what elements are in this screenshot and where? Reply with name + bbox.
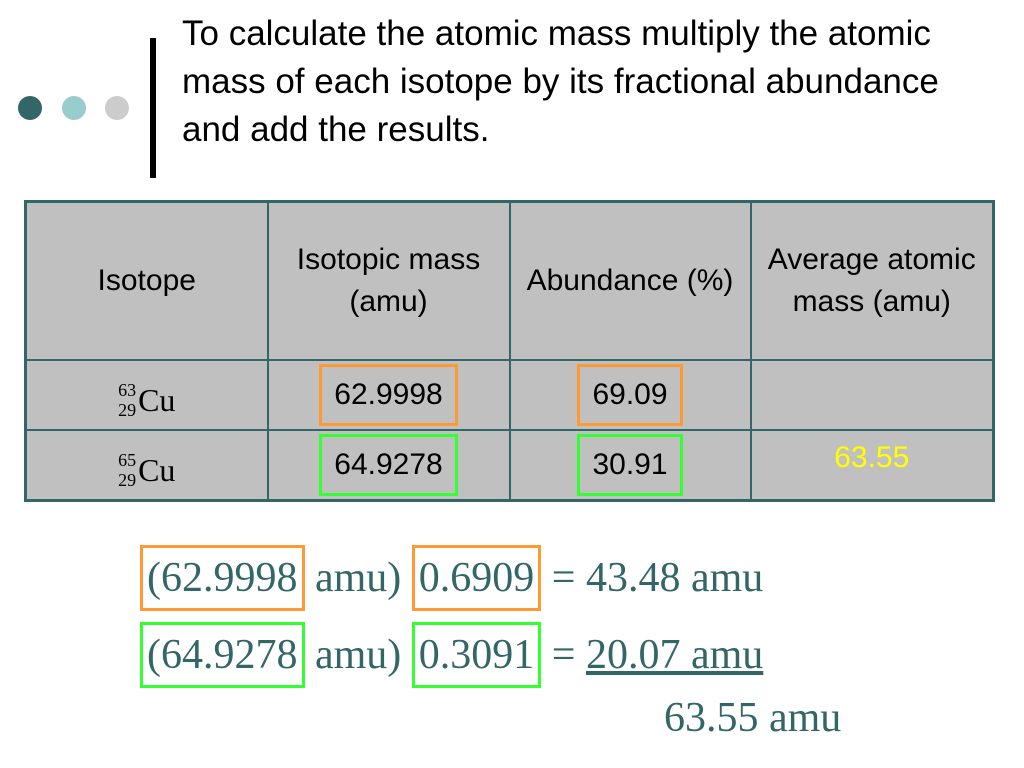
equals-sign: = bbox=[551, 632, 576, 678]
sum-total: 63.55 amu bbox=[664, 695, 842, 741]
nuclide-symbol: 65 29 Cu bbox=[118, 450, 175, 490]
table-row: 63 29 Cu 62.9998 69.09 bbox=[24, 359, 995, 431]
header-isotope: Isotope bbox=[24, 200, 269, 361]
mass-term: (64.9278 bbox=[140, 622, 305, 688]
table-header-row: Isotope Isotopic mass (amu) Abundance (%… bbox=[24, 200, 995, 361]
isotope-cell: 65 29 Cu bbox=[24, 429, 269, 502]
fraction-term: 0.6909 bbox=[411, 545, 542, 611]
header-abundance: Abundance (%) bbox=[508, 200, 752, 361]
slide-title: To calculate the atomic mass multiply th… bbox=[182, 14, 939, 149]
fraction-term: 0.3091 bbox=[411, 622, 542, 688]
nuclide-symbol: 63 29 Cu bbox=[118, 380, 175, 420]
product-result: 43.48 amu bbox=[585, 555, 764, 601]
product-result: 20.07 amu bbox=[585, 632, 764, 678]
average-cell bbox=[749, 359, 995, 431]
bullet-dot-gray bbox=[105, 96, 129, 120]
atomic-number: 29 bbox=[118, 470, 137, 490]
unit-term: amu) bbox=[304, 632, 402, 678]
bullet-dot-dark bbox=[18, 96, 42, 120]
average-atomic-mass-value: 63.55 bbox=[834, 441, 910, 474]
title-divider bbox=[150, 38, 156, 178]
element-symbol: Cu bbox=[138, 381, 176, 418]
table-row: 65 29 Cu 64.9278 30.91 63.55 bbox=[24, 429, 995, 502]
abundance-value: 30.91 bbox=[577, 434, 683, 496]
isotope-cell: 63 29 Cu bbox=[24, 359, 269, 431]
mass-term: (62.9998 bbox=[140, 545, 305, 611]
isotope-table: Isotope Isotopic mass (amu) Abundance (%… bbox=[24, 200, 995, 502]
equals-sign: = bbox=[551, 555, 576, 601]
atomic-number: 29 bbox=[118, 400, 137, 420]
abundance-value: 69.09 bbox=[577, 364, 683, 426]
header-average-mass: Average atomic mass (amu) bbox=[749, 200, 995, 361]
mass-number: 65 bbox=[118, 450, 137, 470]
isotopic-mass-value: 64.9278 bbox=[319, 434, 458, 496]
isotopic-mass-cell: 64.9278 bbox=[266, 429, 511, 502]
element-symbol: Cu bbox=[138, 451, 176, 488]
isotopic-mass-cell: 62.9998 bbox=[266, 359, 511, 431]
isotopic-mass-value: 62.9998 bbox=[319, 364, 458, 426]
bullet-dot-light bbox=[62, 96, 86, 120]
equation-row-2: (64.9278 amu) 0.3091 = 20.07 amu bbox=[140, 622, 763, 688]
abundance-cell: 30.91 bbox=[508, 429, 752, 502]
mass-number: 63 bbox=[118, 380, 137, 400]
abundance-cell: 69.09 bbox=[508, 359, 752, 431]
header-isotopic-mass: Isotopic mass (amu) bbox=[266, 200, 511, 361]
equation-row-1: (62.9998 amu) 0.6909 = 43.48 amu bbox=[140, 545, 763, 611]
average-cell: 63.55 bbox=[749, 429, 995, 502]
unit-term: amu) bbox=[304, 555, 402, 601]
